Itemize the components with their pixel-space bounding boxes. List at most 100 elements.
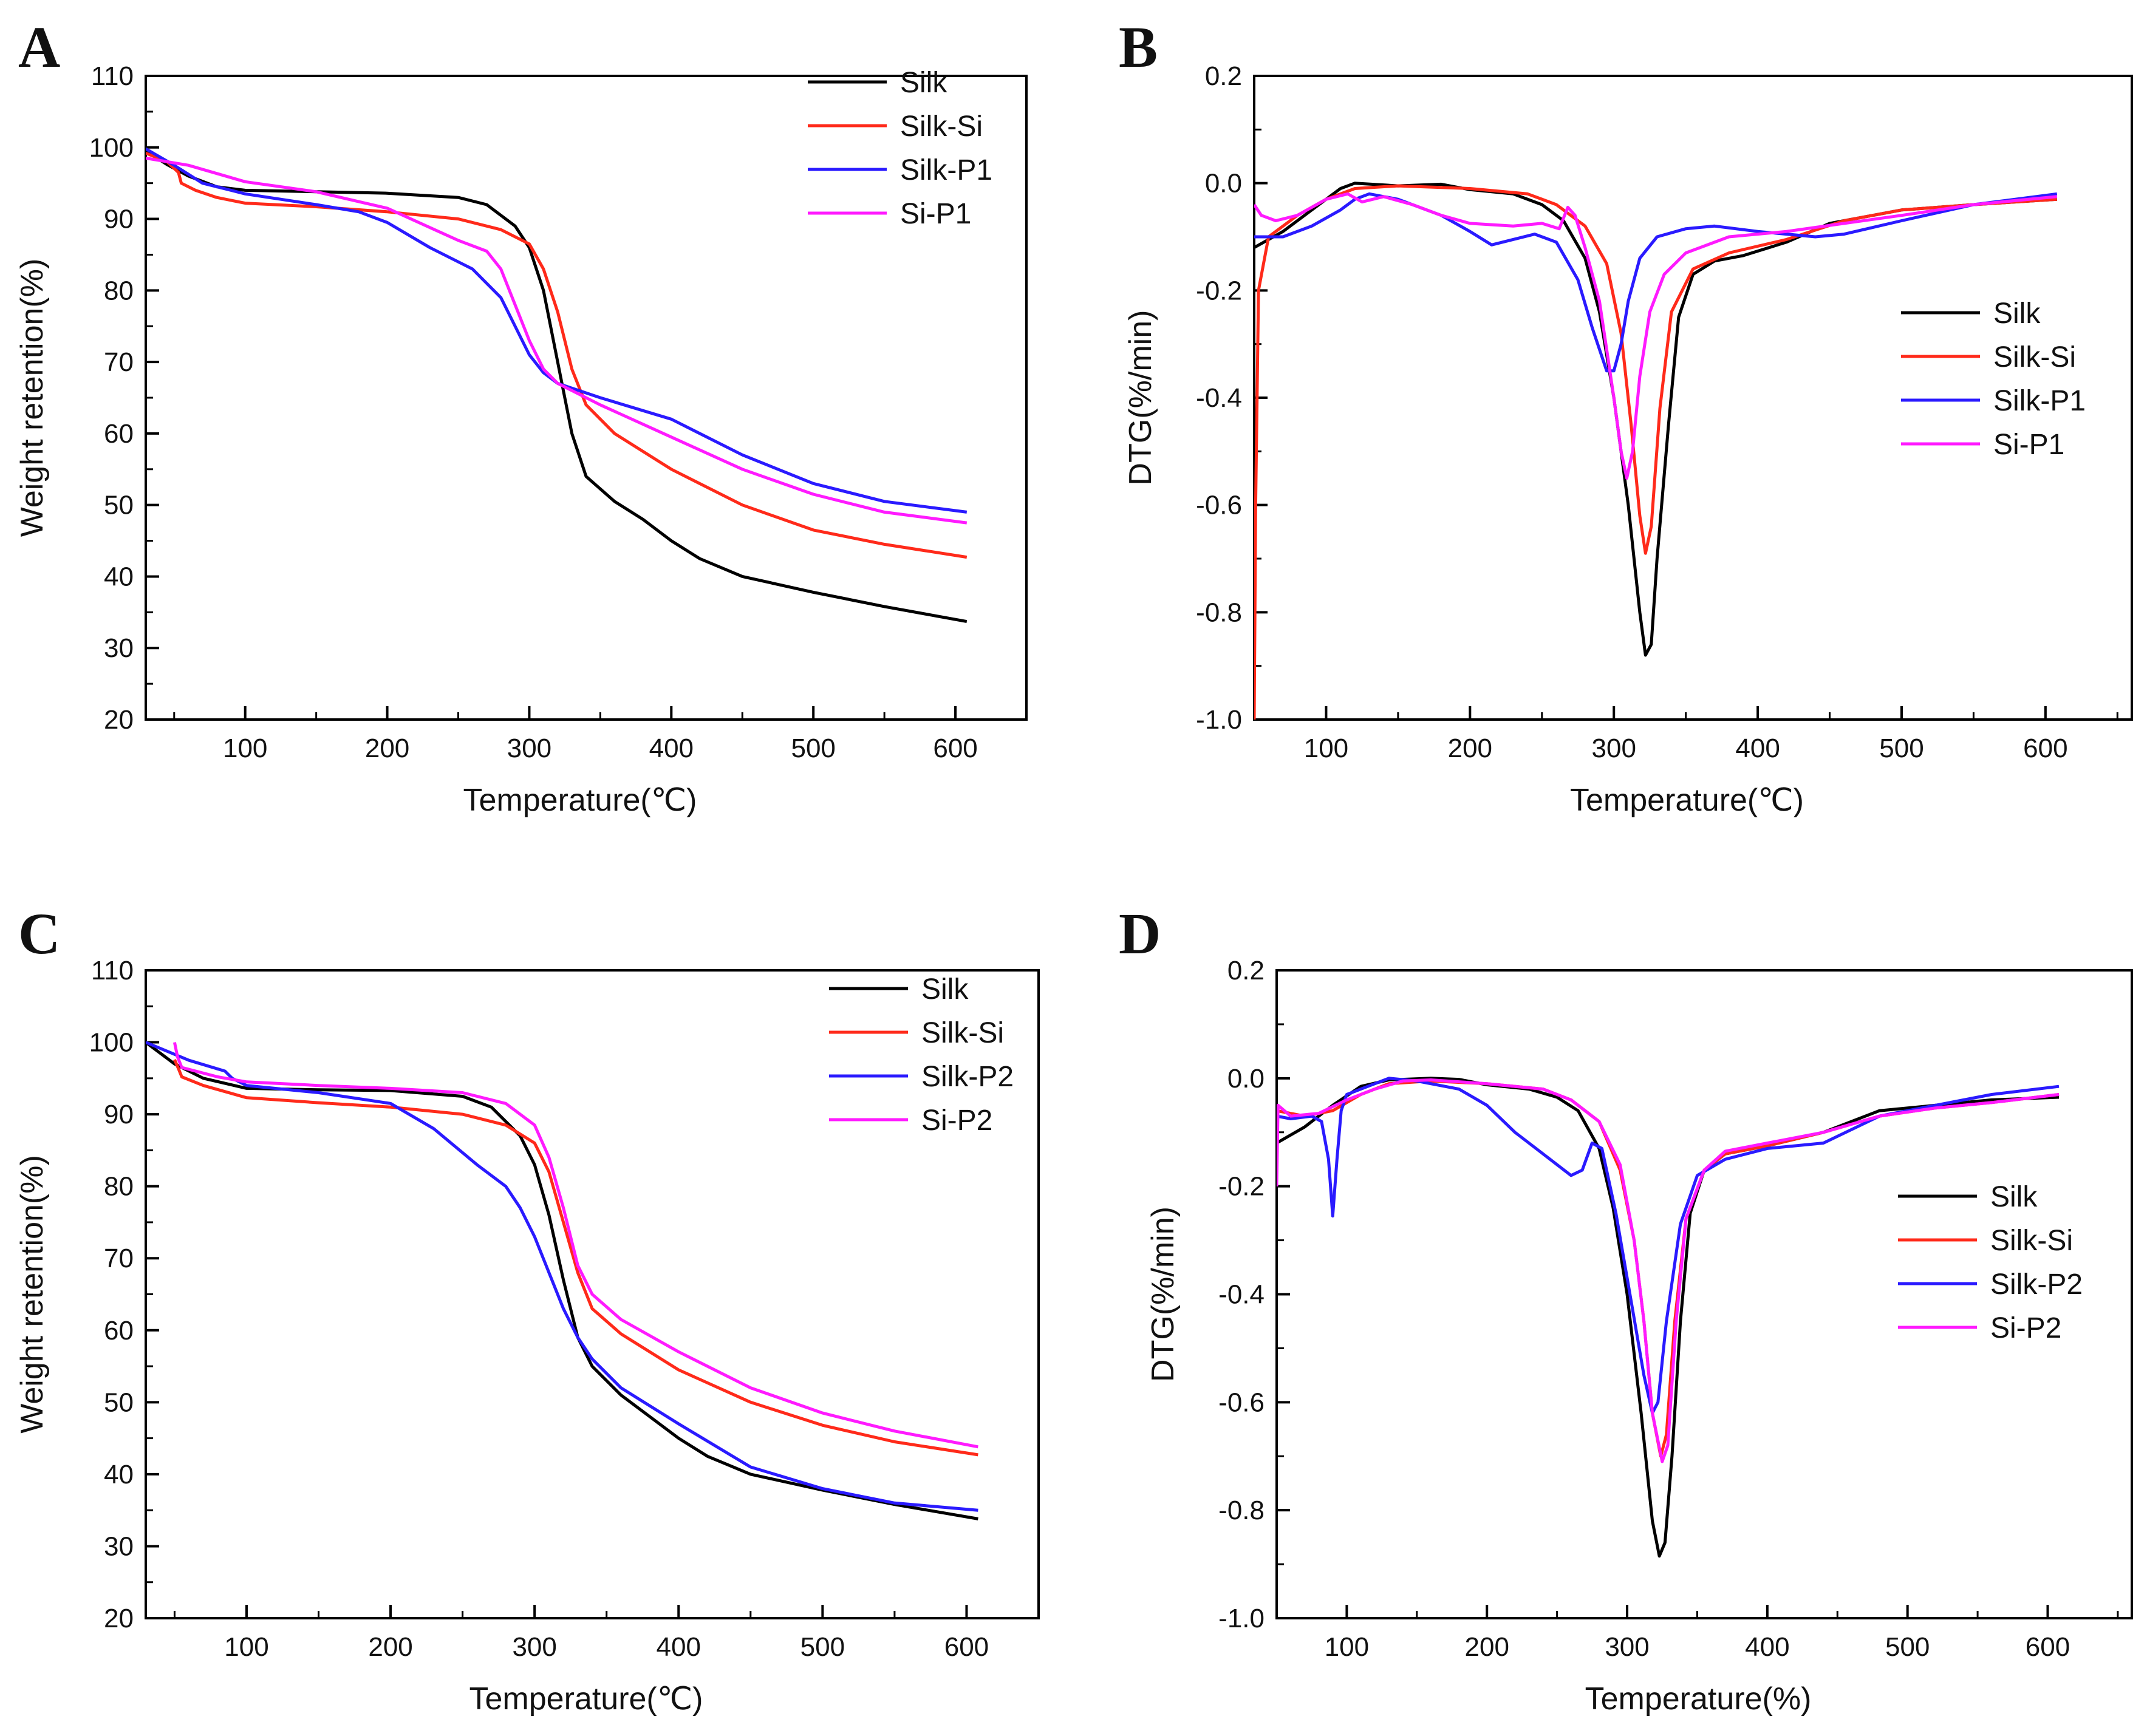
x-tick-label: 200 (1448, 734, 1492, 763)
y-tick-label: 20 (104, 1604, 134, 1633)
x-tick-label: 300 (507, 734, 551, 763)
y-tick-label: 50 (104, 491, 134, 520)
legend-label-si-p1: Si-P1 (1993, 429, 2064, 461)
x-axis-title: Temperature(℃) (1570, 783, 1804, 818)
x-tick-label: 200 (368, 1632, 412, 1662)
panel-letter-d: D (1119, 901, 1161, 966)
y-tick-label: 90 (104, 205, 134, 234)
x-tick-label: 600 (933, 734, 977, 763)
y-tick-label: 70 (104, 347, 134, 377)
legend-label-si-p2: Si-P2 (921, 1105, 992, 1137)
legend-label-si-p1: Si-P1 (900, 198, 971, 230)
series-line-silk-si (146, 151, 968, 559)
x-tick-label: 600 (2023, 734, 2067, 763)
y-tick-label: 40 (104, 1460, 134, 1489)
y-tick-label: 0.0 (1205, 169, 1242, 199)
series-line-silk-si (1277, 1079, 2060, 1458)
y-tick-label: -0.4 (1218, 1280, 1265, 1310)
panel-letter-b: B (1119, 15, 1158, 80)
y-tick-label: -1.0 (1196, 705, 1242, 735)
x-tick-label: 500 (800, 1632, 845, 1662)
x-tick-label: 100 (1304, 734, 1348, 763)
panel-b: B 100 200 300 400 500 600 -1.0 -0.8 -0.6 -0.4 -0.2 0… (1119, 15, 2133, 818)
y-tick-label: 30 (104, 1531, 134, 1561)
x-tick-label: 200 (365, 734, 409, 763)
y-tick-label: 0.2 (1227, 956, 1265, 985)
series-line-silk (146, 149, 968, 624)
series-line-silk-p1 (146, 147, 968, 514)
y-tick-label: -0.8 (1196, 597, 1242, 627)
series-line-silk-si (1254, 184, 2057, 720)
legend-label-silk-p1: Silk-P1 (900, 154, 992, 186)
y-tick-label: 80 (104, 1172, 134, 1202)
series-line-si-p1 (146, 156, 968, 525)
y-tick-label: 20 (104, 705, 134, 735)
legend-label-silk-si: Silk-Si (900, 111, 983, 143)
y-tick-label: 50 (104, 1387, 134, 1417)
x-tick-label: 200 (1465, 1632, 1509, 1662)
legend-label-silk-p2: Silk-P2 (921, 1061, 1014, 1093)
x-axis-title: Temperature(℃) (469, 1681, 703, 1717)
x-tick-label: 500 (791, 734, 835, 763)
y-axis-title: Weight retention(%) (15, 1155, 50, 1434)
y-tick-label: 100 (89, 1028, 134, 1058)
y-tick-label: 30 (104, 633, 134, 663)
y-tick-label: -0.6 (1218, 1387, 1265, 1417)
x-tick-label: 400 (649, 734, 694, 763)
y-tick-label: 100 (89, 133, 134, 163)
legend-label-silk: Silk (1990, 1181, 2038, 1213)
series-line-silk (1254, 182, 2057, 657)
x-tick-label: 300 (512, 1632, 556, 1662)
y-tick-label: -0.2 (1218, 1172, 1265, 1202)
x-tick-label: 500 (1879, 734, 1923, 763)
panel-d: D 100 200 300 400 500 600 -1.0 -0.8 -0.6 -0.4 -0.2 0… (1119, 901, 2133, 1717)
panel-letter-c: C (18, 901, 60, 966)
legend-label-silk: Silk (1993, 298, 2041, 330)
panel-letter-a: A (18, 15, 60, 80)
y-tick-label: -1.0 (1218, 1604, 1265, 1633)
y-tick-label: 110 (91, 61, 134, 91)
legend-label-si-p2: Si-P2 (1990, 1312, 2061, 1344)
x-axis-title: Temperature(%) (1585, 1681, 1812, 1717)
legend-label-silk-p2: Silk-P2 (1990, 1268, 2083, 1301)
series-line-silk (146, 1041, 978, 1520)
y-tick-label: -0.8 (1218, 1496, 1265, 1525)
y-tick-label: 90 (104, 1100, 134, 1129)
legend-label-silk-si: Silk-Si (921, 1017, 1004, 1049)
series-line-si-p2 (172, 1042, 978, 1449)
x-tick-label: 300 (1592, 734, 1636, 763)
x-tick-label: 500 (1885, 1632, 1930, 1662)
panel-a: A 100 200 300 400 500 600 20 30 40 50 60 70 80 90 100 11… (15, 15, 1028, 818)
x-tick-label: 600 (2026, 1632, 2070, 1662)
series-line-silk-si (173, 1059, 978, 1457)
x-tick-label: 300 (1605, 1632, 1649, 1662)
x-axis-title: Temperature(℃) (463, 783, 697, 818)
y-tick-label: 70 (104, 1244, 134, 1273)
panel-c: C 100 200 300 400 500 600 20 30 40 50 60 70 80 90 100 11… (15, 901, 1040, 1717)
x-tick-label: 400 (1735, 734, 1780, 763)
y-tick-label: -0.6 (1196, 491, 1242, 520)
y-tick-label: 110 (91, 956, 134, 985)
x-tick-label: 400 (1745, 1632, 1789, 1662)
y-tick-label: 0.0 (1227, 1064, 1265, 1094)
series-line-silk-p1 (1254, 192, 2058, 373)
x-tick-label: 100 (1325, 1632, 1369, 1662)
legend-label-silk-p1: Silk-P1 (1993, 385, 2086, 417)
y-tick-label: -0.2 (1196, 276, 1242, 305)
series-line-silk-p2 (1277, 1077, 2060, 1415)
y-tick-label: 0.2 (1205, 61, 1242, 91)
x-tick-label: 600 (944, 1632, 989, 1662)
legend-label-silk-si: Silk-Si (1993, 341, 2076, 373)
y-axis-title: Weight retention(%) (15, 259, 50, 537)
x-tick-label: 100 (224, 1632, 268, 1662)
y-tick-label: 80 (104, 276, 134, 305)
legend-label-silk-si: Silk-Si (1990, 1225, 2073, 1257)
y-axis-title: DTG(%/min) (1123, 310, 1158, 486)
y-tick-label: -0.4 (1196, 383, 1242, 413)
x-tick-label: 100 (223, 734, 267, 763)
y-tick-label: 60 (104, 419, 134, 449)
series-line-si-p1 (1254, 192, 2058, 480)
y-tick-label: 40 (104, 562, 134, 591)
series-line-si-p2 (1277, 1078, 2060, 1463)
